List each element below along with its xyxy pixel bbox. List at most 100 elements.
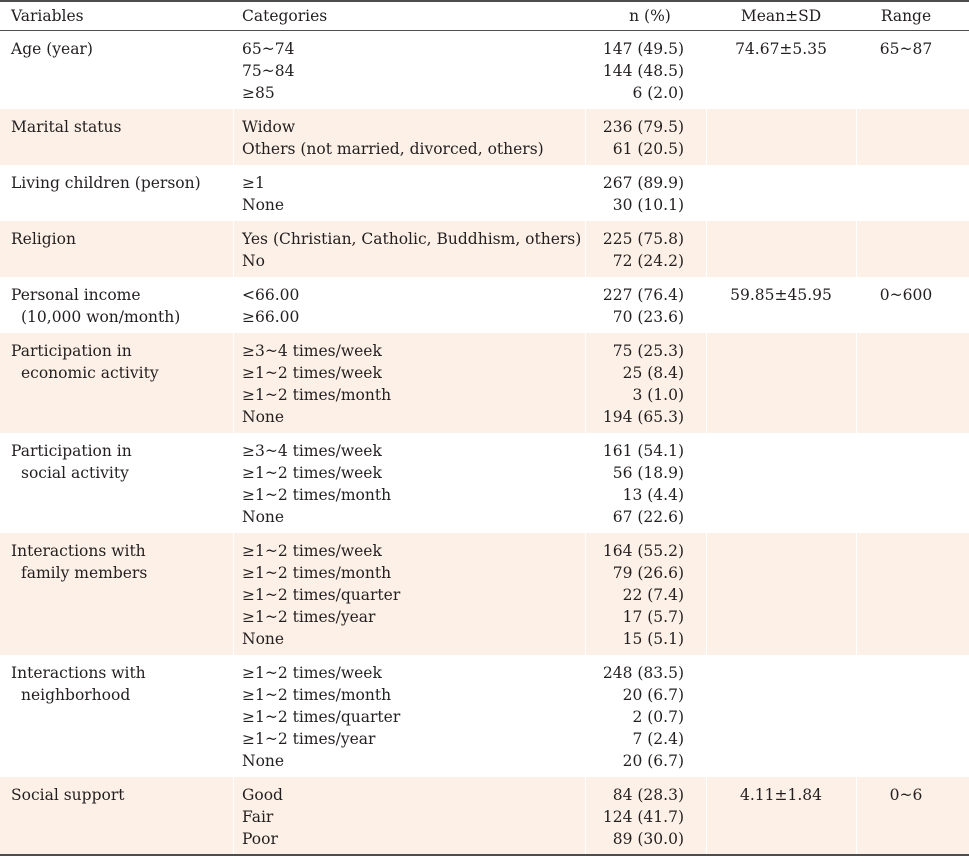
variable-cell: Living children (person) bbox=[11, 172, 201, 194]
variable-cell: Personal income (10,000 won/month) bbox=[11, 284, 180, 328]
variable-cell-line: Living children (person) bbox=[11, 174, 201, 192]
table-row: Interactions with family members ≥1~2 time… bbox=[0, 533, 969, 655]
n-percent-cell-line: 70 (23.6) bbox=[612, 308, 684, 326]
category-cell-line: ≥1~2 times/year bbox=[242, 730, 376, 748]
category-cell: Widow Others (not married, divorced, othe… bbox=[242, 116, 544, 160]
column-divider bbox=[585, 655, 586, 777]
n-percent-cell-line: 7 (2.4) bbox=[632, 730, 684, 748]
table-row: Social support Good Fair Poor 84 (28.3) 124 (… bbox=[0, 777, 969, 855]
category-cell-line: ≥85 bbox=[242, 84, 275, 102]
variable-cell: Participation in social activity bbox=[11, 440, 132, 484]
category-cell: ≥3~4 times/week ≥1~2 times/week ≥1~2 times… bbox=[242, 340, 391, 428]
column-divider bbox=[233, 655, 234, 777]
column-divider bbox=[706, 165, 707, 221]
column-divider bbox=[585, 433, 586, 533]
column-divider bbox=[856, 165, 857, 221]
variable-cell-line: Religion bbox=[11, 230, 76, 248]
n-percent-cell-line: 67 (22.6) bbox=[612, 508, 684, 526]
n-percent-cell-line: 84 (28.3) bbox=[612, 786, 684, 804]
category-cell-line: Yes (Christian, Catholic, Buddhism, othe… bbox=[242, 230, 582, 248]
n-percent-cell: 147 (49.5) 144 (48.5) 6 (2.0) bbox=[603, 38, 684, 104]
n-percent-cell-line: 30 (10.1) bbox=[612, 196, 684, 214]
column-divider bbox=[856, 277, 857, 333]
n-percent-cell-line: 79 (26.6) bbox=[612, 564, 684, 582]
category-cell-line: 65~74 bbox=[242, 40, 295, 58]
category-cell: Good Fair Poor bbox=[242, 784, 283, 850]
n-percent-cell-line: 20 (6.7) bbox=[622, 686, 684, 704]
category-cell-line: None bbox=[242, 508, 285, 526]
mean-sd-cell: 4.11±1.84 bbox=[739, 786, 822, 804]
table-bottom-rule bbox=[0, 854, 969, 856]
category-cell: ≥1~2 times/week ≥1~2 times/month ≥1~2 time… bbox=[242, 662, 400, 772]
n-percent-cell-line: 248 (83.5) bbox=[602, 664, 684, 682]
column-divider bbox=[706, 533, 707, 655]
category-cell-line: ≥1~2 times/week bbox=[242, 364, 382, 382]
category-cell-line: ≥1~2 times/quarter bbox=[242, 708, 401, 726]
column-divider bbox=[585, 333, 586, 433]
category-cell: Yes (Christian, Catholic, Buddhism, othe… bbox=[242, 228, 581, 272]
category-cell-line: ≥3~4 times/week bbox=[242, 442, 382, 460]
variable-cell: Interactions with family members bbox=[11, 540, 147, 584]
column-divider bbox=[706, 31, 707, 109]
variable-cell-line: (10,000 won/month) bbox=[21, 308, 181, 326]
category-cell-line: Good bbox=[242, 786, 283, 804]
n-percent-cell-line: 17 (5.7) bbox=[622, 608, 684, 626]
category-cell-line: ≥3~4 times/week bbox=[242, 342, 382, 360]
column-divider bbox=[233, 109, 234, 165]
category-cell-line: None bbox=[242, 408, 285, 426]
variable-cell: Religion bbox=[11, 228, 76, 250]
category-cell-line: <66.00 bbox=[242, 286, 300, 304]
n-percent-cell: 236 (79.5) 61 (20.5) bbox=[603, 116, 684, 160]
variable-cell-line: Personal income bbox=[11, 286, 141, 304]
column-divider bbox=[856, 533, 857, 655]
category-cell-line: Widow bbox=[242, 118, 296, 136]
category-cell-line: ≥1~2 times/month bbox=[242, 486, 392, 504]
column-divider bbox=[856, 333, 857, 433]
category-cell-line: ≥1~2 times/month bbox=[242, 386, 392, 404]
table-row: Personal income (10,000 won/month) <66.00 ≥… bbox=[0, 277, 969, 333]
column-divider bbox=[706, 109, 707, 165]
header-range: Range bbox=[880, 7, 932, 25]
header-categories: Categories bbox=[242, 7, 328, 25]
category-cell-line: ≥1 bbox=[242, 174, 265, 192]
n-percent-cell-line: 72 (24.2) bbox=[612, 252, 684, 270]
n-percent-cell-line: 20 (6.7) bbox=[622, 752, 684, 770]
n-percent-cell: 164 (55.2) 79 (26.6) 22 (7.4) 17 (5.7) 15 (5… bbox=[603, 540, 684, 650]
table-row: Participation in social activity ≥3~4 time… bbox=[0, 433, 969, 533]
category-cell-line: None bbox=[242, 196, 285, 214]
variable-cell-line: economic activity bbox=[21, 364, 159, 382]
n-percent-cell: 267 (89.9) 30 (10.1) bbox=[603, 172, 684, 216]
header-n-percent: n (%) bbox=[629, 7, 671, 25]
n-percent-cell-line: 15 (5.1) bbox=[622, 630, 684, 648]
category-cell-line: ≥1~2 times/quarter bbox=[242, 586, 401, 604]
column-divider bbox=[585, 777, 586, 855]
n-percent-cell-line: 147 (49.5) bbox=[602, 40, 684, 58]
category-cell-line: ≥66.00 bbox=[242, 308, 300, 326]
category-cell: ≥1 None bbox=[242, 172, 284, 216]
n-percent-cell-line: 236 (79.5) bbox=[602, 118, 684, 136]
n-percent-cell-line: 6 (2.0) bbox=[632, 84, 684, 102]
column-divider bbox=[585, 31, 586, 109]
n-percent-cell: 161 (54.1) 56 (18.9) 13 (4.4) 67 (22.6) bbox=[603, 440, 684, 528]
variable-cell: Marital status bbox=[11, 116, 121, 138]
variable-cell-line: Participation in bbox=[11, 342, 132, 360]
n-percent-cell-line: 164 (55.2) bbox=[602, 542, 684, 560]
n-percent-cell: 84 (28.3) 124 (41.7) 89 (30.0) bbox=[603, 784, 684, 850]
n-percent-cell-line: 56 (18.9) bbox=[612, 464, 684, 482]
column-divider bbox=[706, 655, 707, 777]
variable-cell-line: neighborhood bbox=[21, 686, 131, 704]
column-divider bbox=[233, 777, 234, 855]
variable-cell-line: Age (year) bbox=[11, 40, 93, 58]
n-percent-cell-line: 161 (54.1) bbox=[602, 442, 684, 460]
column-divider bbox=[585, 165, 586, 221]
column-divider bbox=[856, 109, 857, 165]
column-divider bbox=[233, 165, 234, 221]
table-header: Variables Categories n (%) Mean±SD Range bbox=[0, 0, 969, 31]
range-cell: 0~6 bbox=[889, 786, 923, 804]
category-cell: 65~74 75~84 ≥85 bbox=[242, 38, 294, 104]
column-divider bbox=[585, 109, 586, 165]
column-divider bbox=[233, 277, 234, 333]
category-cell-line: ≥1~2 times/month bbox=[242, 686, 392, 704]
table-row: Marital status Widow Others (not married, … bbox=[0, 109, 969, 165]
n-percent-cell-line: 13 (4.4) bbox=[622, 486, 684, 504]
